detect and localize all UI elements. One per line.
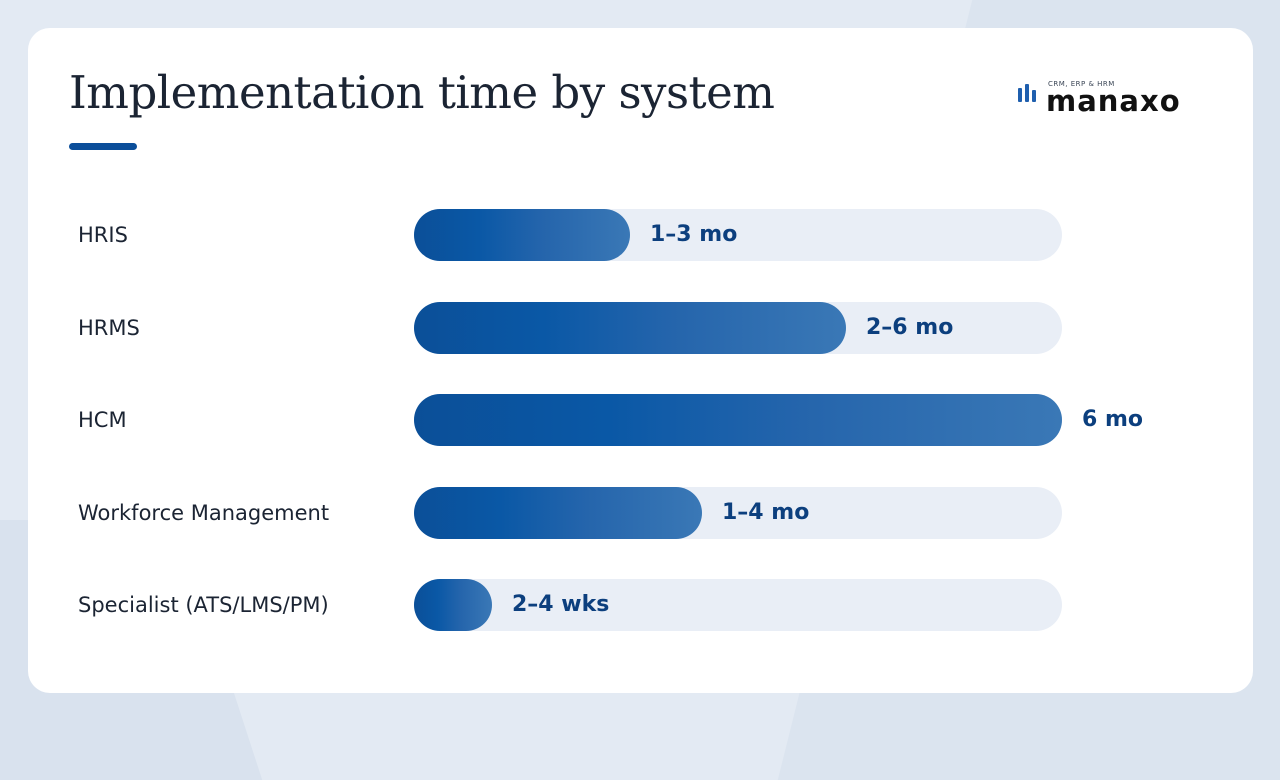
title-underline	[69, 143, 137, 150]
category-label: HRMS	[78, 315, 140, 340]
value-label: 2–4 wks	[512, 592, 610, 618]
value-label: 6 mo	[1082, 407, 1144, 433]
bar-row: HCM 6 mo	[28, 394, 1253, 447]
bar-fill	[414, 579, 492, 632]
bar-fill	[414, 209, 630, 261]
bar-track	[414, 579, 1062, 632]
logo-tagline: CRM, ERP & HRM	[1048, 80, 1115, 88]
bar-chart: HRIS 1–3 mo HRMS 2–6 mo HCM 6 mo Workforce Man…	[28, 28, 1253, 693]
brand-logo: CRM, ERP & HRM manaxo	[1018, 78, 1218, 118]
bar-row: Workforce Management 1–4 mo	[28, 486, 1253, 539]
bar-row: HRIS 1–3 mo	[28, 209, 1253, 261]
logo-wordmark: manaxo	[1046, 84, 1181, 118]
value-label: 1–4 mo	[722, 499, 810, 525]
category-label: HCM	[78, 408, 127, 433]
chart-card: Implementation time by system CRM, ERP &…	[28, 28, 1253, 693]
bar-fill	[414, 486, 702, 539]
chart-title: Implementation time by system	[69, 66, 775, 119]
bar-row: HRMS 2–6 mo	[28, 301, 1253, 354]
value-label: 2–6 mo	[866, 314, 954, 340]
logo-bars-icon	[1018, 84, 1042, 102]
bar-fill	[414, 394, 1062, 447]
value-label: 1–3 mo	[650, 222, 738, 247]
category-label: Specialist (ATS/LMS/PM)	[78, 593, 329, 618]
category-label: HRIS	[78, 223, 128, 247]
category-label: Workforce Management	[78, 500, 330, 525]
bar-row: Specialist (ATS/LMS/PM) 2–4 wks	[28, 579, 1253, 632]
bar-fill	[414, 301, 846, 354]
